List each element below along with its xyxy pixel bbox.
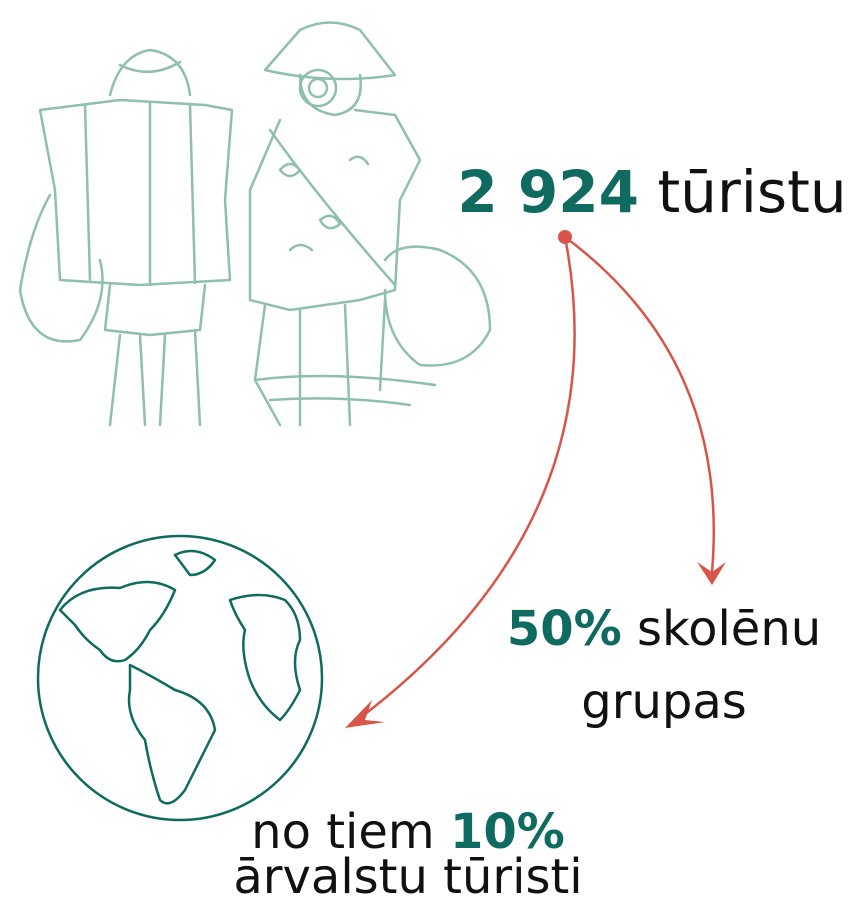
tourists-illustration [18, 21, 492, 427]
foreign-prefix: no tiem [251, 804, 435, 860]
headline: 2 924 tūristu [457, 158, 846, 226]
groups-label: skolēnu [637, 601, 821, 657]
groups-value: 50% [507, 601, 622, 657]
arrows [345, 230, 726, 728]
headline-value: 2 924 [457, 158, 639, 226]
globe-illustration [36, 534, 324, 822]
arrow-to-globe [359, 236, 576, 719]
arrow-to-groups [564, 235, 716, 573]
groups-label-line2: grupas [581, 674, 747, 730]
headline-label: tūristu [657, 158, 846, 226]
arrow-head [697, 562, 726, 585]
groups-text: 50% skolēnu [507, 601, 821, 657]
foreign-text: no tiem 10% [251, 804, 565, 860]
foreign-value: 10% [450, 804, 565, 860]
foreign-label: ārvalstu tūristi [233, 849, 582, 903]
arrow-head [345, 700, 385, 728]
